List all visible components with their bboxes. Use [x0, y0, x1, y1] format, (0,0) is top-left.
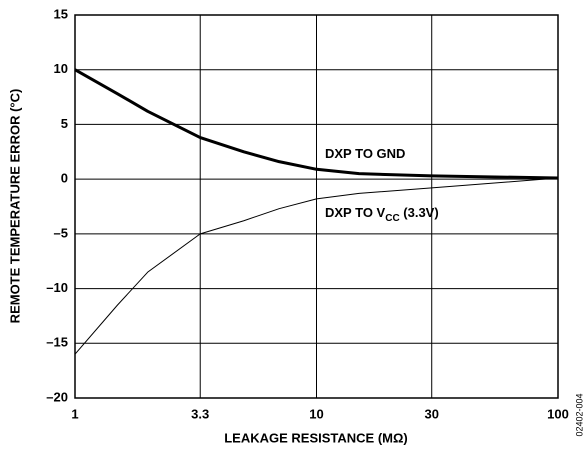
- series-label-text: DXP TO V: [325, 205, 386, 220]
- y-tick-label: –5: [54, 225, 68, 240]
- series-label: DXP TO GND: [325, 146, 405, 161]
- y-tick-label: 5: [61, 116, 68, 131]
- figure-id: 02402-004: [574, 393, 584, 436]
- x-tick-label: 10: [309, 406, 323, 421]
- series-label: DXP TO VCC (3.3V): [325, 205, 439, 223]
- plot-frame: [74, 14, 559, 399]
- y-tick-label: 10: [54, 61, 68, 76]
- x-tick-label: 100: [547, 406, 569, 421]
- x-tick-label: 3.3: [191, 406, 209, 421]
- series-label-subscript: CC: [385, 213, 399, 224]
- y-tick-label: –15: [46, 335, 68, 350]
- series-label-text: DXP TO GND: [325, 146, 405, 161]
- series-label-suffix: (3.3V): [400, 205, 439, 220]
- y-axis-label: REMOTE TEMPERATURE ERROR (°C): [7, 89, 22, 324]
- series-line: [74, 177, 559, 355]
- x-axis-label: LEAKAGE RESISTANCE (MΩ): [224, 430, 408, 445]
- y-tick-label: –10: [46, 280, 68, 295]
- series-line: [74, 68, 559, 180]
- y-tick-label: –20: [46, 389, 68, 404]
- y-tick-label: 15: [54, 6, 68, 21]
- x-tick-label: 1: [71, 406, 78, 421]
- y-tick-label: 0: [61, 171, 68, 186]
- x-tick-label: 30: [424, 406, 438, 421]
